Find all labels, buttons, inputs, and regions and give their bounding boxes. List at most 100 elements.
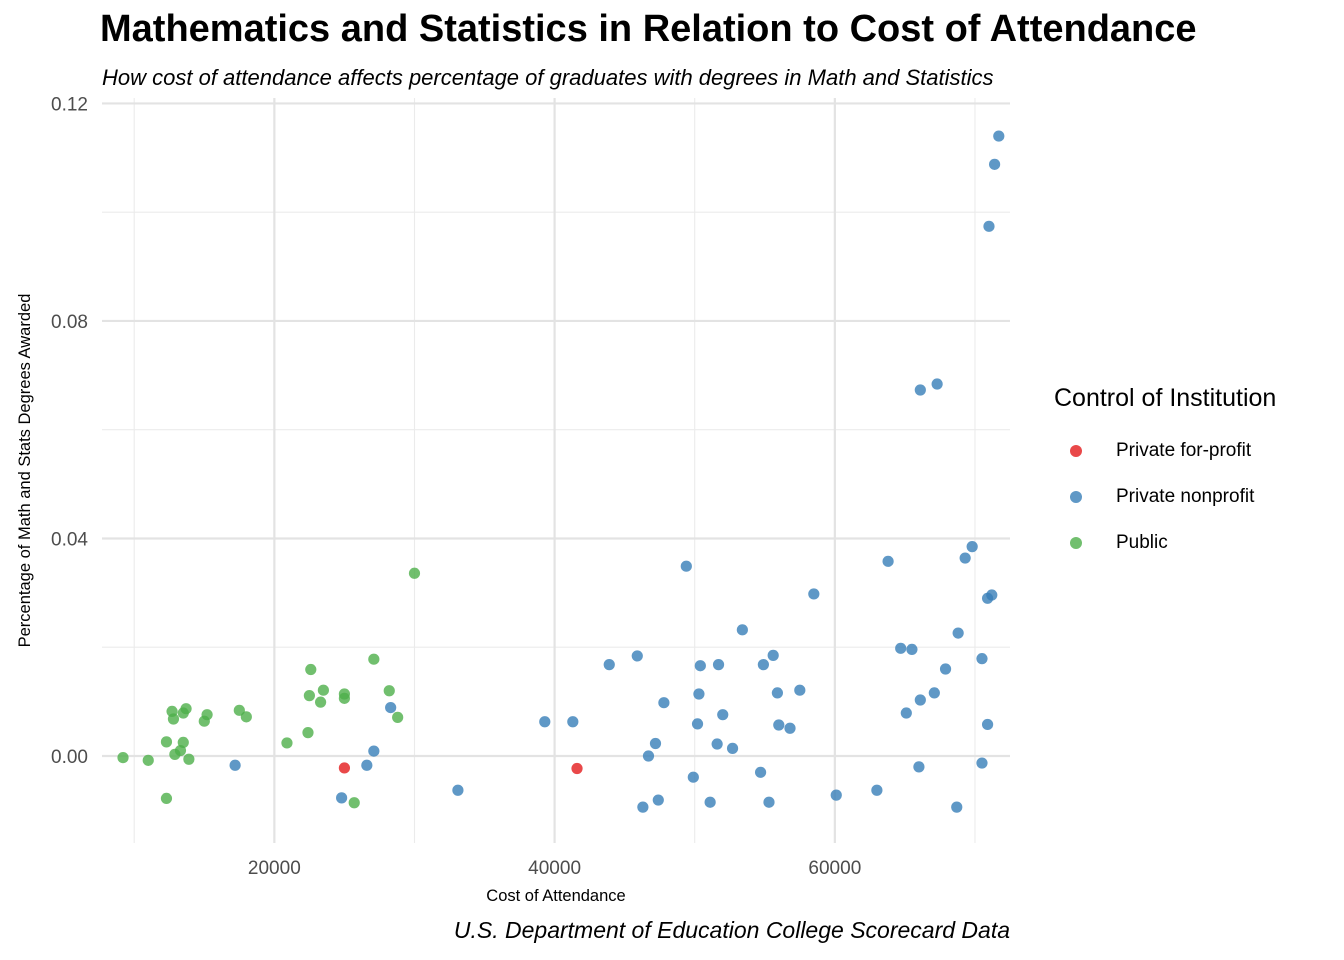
- y-tick-label: 0.04: [51, 529, 88, 550]
- y-tick-label: 0.12: [51, 94, 88, 115]
- point-private-nonprofit: [951, 801, 963, 813]
- point-public: [240, 711, 252, 723]
- point-private-nonprofit: [687, 771, 699, 783]
- point-private-nonprofit: [976, 757, 988, 769]
- point-public: [160, 736, 173, 748]
- point-public: [303, 690, 315, 702]
- point-private-nonprofit: [736, 624, 748, 636]
- point-private-nonprofit: [900, 707, 912, 719]
- point-private-nonprofit: [704, 796, 716, 808]
- point-private-nonprofit: [385, 701, 397, 714]
- point-private-nonprofit: [931, 378, 943, 390]
- legend: Control of Institution Private for-profi…: [1054, 384, 1277, 553]
- x-axis-title: Cost of Attendance: [486, 887, 625, 905]
- point-private-nonprofit: [652, 794, 664, 806]
- point-private-nonprofit: [680, 560, 692, 572]
- legend-dot-private-nonprofit: [1070, 491, 1082, 503]
- chart-subtitle: How cost of attendance affects percentag…: [102, 65, 994, 90]
- point-public: [233, 704, 245, 716]
- point-private-nonprofit: [642, 750, 655, 762]
- legend-label-private-for-profit: Private for-profit: [1116, 440, 1252, 461]
- point-private-nonprofit: [895, 642, 907, 654]
- point-public: [177, 736, 189, 748]
- point-public: [167, 713, 180, 725]
- point-private-nonprofit: [603, 659, 615, 671]
- point-public: [348, 797, 360, 809]
- legend-label-private-nonprofit: Private nonprofit: [1116, 486, 1255, 507]
- point-private-nonprofit: [336, 792, 348, 804]
- point-private-nonprofit: [757, 659, 769, 671]
- point-private-nonprofit: [361, 759, 373, 771]
- point-private-nonprofit: [914, 384, 926, 396]
- legend-label-public: Public: [1116, 532, 1168, 553]
- point-public: [142, 754, 154, 766]
- point-private-nonprofit: [712, 659, 725, 671]
- point-private-nonprofit: [452, 784, 464, 796]
- point-private-nonprofit: [726, 742, 739, 754]
- point-private-nonprofit: [988, 158, 1001, 170]
- chart-caption: U.S. Department of Education College Sco…: [453, 917, 1010, 943]
- point-private-nonprofit: [939, 663, 952, 675]
- x-tick-label: 60000: [808, 858, 861, 879]
- point-private-nonprofit: [694, 660, 706, 672]
- legend-item-private-nonprofit: Private nonprofit: [1054, 485, 1254, 509]
- point-private-nonprofit: [539, 716, 551, 728]
- point-private-for-profit: [338, 762, 351, 774]
- chart-title: Mathematics and Statistics in Relation t…: [100, 8, 1197, 50]
- point-public: [383, 685, 395, 697]
- point-public: [408, 567, 421, 579]
- point-private-nonprofit: [830, 789, 842, 801]
- point-private-nonprofit: [993, 130, 1005, 142]
- point-private-nonprofit: [771, 687, 783, 699]
- point-private-nonprofit: [649, 737, 662, 750]
- point-private-nonprofit: [928, 687, 940, 699]
- point-public: [317, 684, 329, 696]
- point-private-nonprofit: [959, 552, 971, 564]
- x-tick-label: 20000: [248, 858, 301, 879]
- point-private-nonprofit: [983, 220, 995, 232]
- point-public: [368, 653, 380, 665]
- point-private-nonprofit: [986, 589, 998, 601]
- point-private-nonprofit: [717, 709, 729, 721]
- point-private-for-profit: [571, 762, 583, 775]
- point-private-nonprofit: [914, 694, 926, 706]
- point-private-nonprofit: [754, 766, 767, 778]
- point-private-nonprofit: [981, 718, 994, 731]
- y-tick-label: 0.08: [51, 312, 88, 333]
- point-public: [183, 753, 195, 765]
- point-public: [281, 737, 293, 749]
- point-public: [338, 692, 351, 704]
- point-public: [305, 663, 317, 676]
- point-private-nonprofit: [808, 588, 820, 600]
- point-private-nonprofit: [871, 784, 883, 796]
- point-private-nonprofit: [966, 541, 978, 553]
- legend-item-public: Public: [1054, 531, 1168, 555]
- point-private-nonprofit: [767, 649, 779, 661]
- point-private-nonprofit: [691, 718, 704, 730]
- point-private-nonprofit: [906, 643, 918, 656]
- point-private-nonprofit: [763, 796, 775, 808]
- point-private-nonprofit: [368, 745, 380, 757]
- legend-dot-private-for-profit: [1070, 445, 1082, 457]
- point-private-nonprofit: [913, 761, 925, 773]
- point-private-nonprofit: [567, 716, 579, 728]
- point-private-nonprofit: [784, 722, 796, 734]
- point-public: [314, 696, 327, 708]
- point-public: [180, 703, 192, 715]
- point-private-nonprofit: [882, 555, 894, 567]
- point-private-nonprofit: [794, 684, 806, 696]
- point-private-nonprofit: [976, 653, 988, 665]
- point-private-nonprofit: [631, 650, 643, 662]
- y-axis-title: Percentage of Math and Stats Degrees Awa…: [16, 294, 34, 648]
- point-public: [302, 727, 314, 739]
- point-private-nonprofit: [693, 688, 705, 700]
- legend-title: Control of Institution: [1054, 384, 1277, 412]
- y-tick-label: 0.00: [51, 747, 88, 768]
- point-private-nonprofit: [711, 738, 723, 750]
- point-private-nonprofit: [229, 759, 241, 771]
- point-private-nonprofit: [637, 801, 649, 813]
- legend-item-private-for-profit: Private for-profit: [1054, 439, 1251, 463]
- point-public: [117, 752, 129, 764]
- point-public: [392, 711, 404, 723]
